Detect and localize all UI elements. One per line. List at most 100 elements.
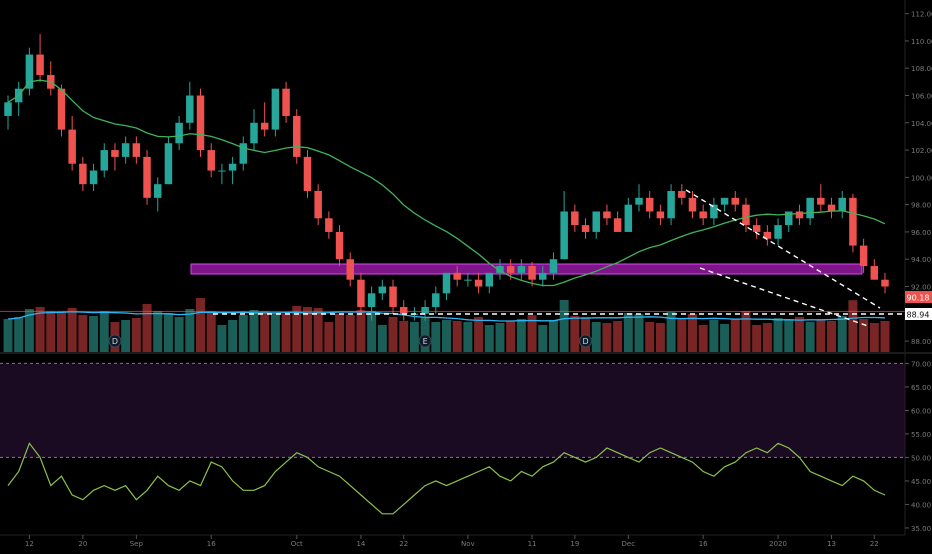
volume-bar — [78, 315, 88, 352]
price-tick-label: 98.00 — [911, 202, 931, 210]
volume-average-path — [7, 311, 886, 322]
event-marker[interactable] — [579, 334, 593, 348]
candle-body — [432, 293, 440, 307]
volume-bar — [56, 311, 66, 352]
volume-bar — [324, 322, 334, 352]
candle-body — [678, 191, 686, 198]
volume-bar — [270, 313, 280, 352]
volume-bar — [677, 319, 687, 352]
event-marker[interactable] — [418, 334, 432, 348]
candle-body — [817, 197, 825, 205]
volume-bar — [602, 323, 612, 352]
volume-bar — [367, 311, 377, 352]
volume-bar — [741, 311, 751, 352]
price-tick-label: 92.00 — [911, 284, 931, 292]
volume-bar — [591, 322, 601, 352]
volume-bar — [302, 307, 312, 352]
candle-body — [549, 259, 558, 273]
volume-bar — [527, 315, 537, 352]
rsi-tick-label: 55.00 — [911, 431, 931, 439]
candle-body — [581, 225, 590, 232]
event-marker-label: E — [423, 337, 428, 346]
time-tick-label: 22 — [399, 540, 408, 548]
candle-body — [635, 197, 643, 205]
candle-body — [731, 197, 740, 205]
candle-body — [175, 122, 183, 144]
candle-body — [613, 218, 622, 232]
candle-body — [539, 272, 547, 280]
volume-bar — [495, 323, 505, 352]
candle-body — [645, 197, 654, 212]
candle-body — [806, 197, 814, 219]
event-marker-label: D — [112, 337, 118, 346]
candle-body — [111, 150, 119, 157]
candle-body — [528, 266, 536, 280]
volume-bar — [153, 311, 163, 352]
candle-body — [389, 286, 397, 307]
candle-body — [293, 115, 301, 157]
candle-body — [421, 306, 429, 314]
candle-body — [624, 204, 633, 232]
volume-bar — [484, 325, 494, 352]
time-tick-label: 16 — [699, 540, 708, 548]
volume-bar — [805, 322, 815, 352]
volume-bar — [506, 321, 516, 352]
candle-body — [849, 197, 857, 246]
volume-bar — [613, 321, 623, 352]
candle-body — [132, 143, 141, 157]
volume-bar — [206, 311, 216, 352]
volume-bar — [859, 319, 869, 352]
volume-bar — [720, 324, 730, 352]
trendlines — [213, 189, 905, 327]
volume-bar — [260, 311, 270, 352]
price-tick-label: 104.00 — [911, 120, 932, 128]
volume-bar — [217, 325, 227, 352]
candle-body — [4, 102, 12, 116]
candle-body — [57, 88, 66, 130]
candle-body — [121, 143, 130, 157]
candle-body — [785, 211, 793, 226]
volume-bar — [655, 323, 665, 352]
candle-body — [218, 170, 226, 172]
price-tick-label: 110.00 — [911, 38, 932, 46]
rsi-tick-label: 50.00 — [911, 454, 931, 462]
candle-body — [196, 95, 205, 151]
volume-bar — [99, 311, 109, 352]
price-tick-label: 108.00 — [911, 65, 932, 73]
candle-body — [763, 231, 772, 239]
last-price-label: 90.18 — [907, 294, 930, 303]
event-marker-label: D — [582, 337, 588, 346]
volume-bar — [837, 316, 847, 352]
last-price-badge: 90.18 — [905, 291, 932, 303]
moving-average-path — [7, 79, 886, 287]
volume-bars — [3, 298, 890, 352]
time-tick-label: 16 — [207, 540, 216, 548]
time-tick-label: 2020 — [769, 540, 787, 548]
volume-bar — [559, 300, 569, 352]
candle-body — [25, 54, 34, 89]
volume-bar — [880, 321, 890, 352]
candle-body — [346, 259, 354, 280]
candle-body — [36, 54, 44, 76]
volume-bar — [452, 321, 462, 352]
event-marker[interactable] — [108, 334, 122, 348]
candle-body — [560, 211, 568, 260]
candle-body — [282, 88, 290, 116]
volume-bar — [442, 320, 451, 352]
candle-body — [89, 170, 98, 185]
candle-body — [153, 184, 162, 198]
rsi-tick-label: 60.00 — [911, 407, 931, 415]
rsi-tick-label: 70.00 — [911, 360, 931, 368]
price-tick-label: 88.00 — [911, 338, 931, 346]
candle-body — [399, 306, 408, 314]
volume-bar — [121, 320, 131, 352]
candle-body — [838, 197, 846, 212]
ma-price-badge: 88.94 — [905, 308, 932, 320]
candle-body — [442, 272, 451, 294]
volume-bar — [14, 317, 24, 352]
candle-body — [335, 231, 344, 260]
candle-body — [378, 286, 387, 294]
rsi-tick-label: 65.00 — [911, 384, 931, 392]
